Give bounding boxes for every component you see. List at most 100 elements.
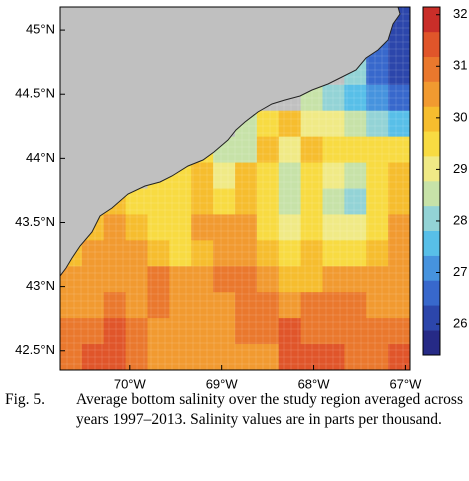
salinity-cell <box>366 84 389 112</box>
salinity-cell <box>235 162 258 189</box>
salinity-cell <box>147 214 170 241</box>
salinity-cell <box>191 344 214 370</box>
salinity-cell <box>388 32 410 60</box>
y-tick-label: 43°N <box>26 278 55 293</box>
salinity-cell <box>213 240 236 267</box>
colorbar-tick-label: 27 <box>453 264 467 279</box>
salinity-cell <box>322 240 345 267</box>
salinity-cell <box>278 318 302 345</box>
salinity-cell <box>322 84 345 112</box>
salinity-cell <box>125 344 148 370</box>
land <box>60 7 401 277</box>
salinity-cell <box>322 292 345 319</box>
salinity-cell <box>125 214 148 241</box>
salinity-cell <box>300 344 323 370</box>
colorbar-tick-label: 32 <box>453 6 467 21</box>
salinity-cell <box>235 188 258 215</box>
salinity-cell <box>103 266 127 293</box>
salinity-cell <box>256 292 280 319</box>
salinity-cell <box>344 84 367 112</box>
colorbar-band <box>423 81 440 107</box>
x-tick-label: 67°W <box>389 376 422 390</box>
salinity-cell <box>147 240 170 267</box>
salinity-cell <box>213 188 236 215</box>
y-tick-label: 45°N <box>26 22 55 37</box>
salinity-cell <box>388 214 410 241</box>
salinity-cell <box>388 58 410 86</box>
salinity-cell <box>278 240 302 267</box>
salinity-cell <box>169 240 192 267</box>
salinity-cell <box>169 214 192 241</box>
y-tick-label: 44°N <box>26 150 55 165</box>
salinity-cell <box>278 266 302 293</box>
salinity-cell <box>322 162 345 189</box>
salinity-cell <box>256 266 280 293</box>
salinity-cell <box>388 266 410 293</box>
y-tick-label: 42.5°N <box>15 342 55 357</box>
salinity-cell <box>300 110 323 138</box>
salinity-cell <box>235 344 258 370</box>
salinity-cell <box>125 318 148 345</box>
map-chart: 26 27 28 29 30 31 32 70°W 69°W 68°W 67°W 42.5°N 43°… <box>15 6 467 391</box>
salinity-cell <box>169 318 192 345</box>
salinity-cell <box>235 318 258 345</box>
salinity-cell <box>322 318 345 345</box>
salinity-cell <box>235 136 258 164</box>
salinity-cell <box>300 292 323 319</box>
salinity-cell <box>300 318 323 345</box>
colorbar-band <box>423 330 440 356</box>
salinity-cell <box>235 214 258 241</box>
salinity-cell <box>344 318 367 345</box>
salinity-cell <box>344 110 367 138</box>
salinity-cell <box>388 240 410 267</box>
salinity-cell <box>278 162 302 189</box>
colorbar-band <box>423 56 440 82</box>
salinity-cell <box>169 188 192 215</box>
salinity-cell <box>256 188 280 215</box>
salinity-cell <box>81 344 105 370</box>
salinity-cell <box>388 292 410 319</box>
salinity-cell <box>344 344 367 370</box>
salinity-cell <box>103 344 127 370</box>
salinity-cell <box>322 188 345 215</box>
salinity-cell <box>278 344 302 370</box>
salinity-cell <box>300 266 323 293</box>
salinity-cell <box>278 214 302 241</box>
salinity-cell <box>256 136 280 164</box>
salinity-cell <box>191 266 214 293</box>
colorbar-band <box>423 305 440 331</box>
salinity-cell <box>125 292 148 319</box>
salinity-cell <box>256 344 280 370</box>
salinity-cell <box>300 214 323 241</box>
salinity-cell <box>388 110 410 138</box>
salinity-cell <box>169 292 192 319</box>
salinity-cell <box>235 266 258 293</box>
colorbar-band <box>423 7 440 33</box>
caption-label: Fig. 5. <box>5 391 46 408</box>
salinity-cell <box>60 318 83 345</box>
salinity-cell <box>322 110 345 138</box>
salinity-cell <box>147 292 170 319</box>
salinity-cell <box>81 292 105 319</box>
colorbar-tick-label: 29 <box>453 161 467 176</box>
salinity-cell <box>300 240 323 267</box>
salinity-cell <box>256 318 280 345</box>
salinity-cell <box>213 162 236 189</box>
colorbar-tick-label: 31 <box>453 58 467 73</box>
salinity-cell <box>103 318 127 345</box>
salinity-cell <box>322 214 345 241</box>
salinity-cell <box>256 240 280 267</box>
salinity-cell <box>344 240 367 267</box>
salinity-cell <box>147 344 170 370</box>
salinity-cell <box>300 188 323 215</box>
x-tick-label: 70°W <box>114 376 147 390</box>
salinity-cell <box>366 318 389 345</box>
salinity-cell <box>344 188 367 215</box>
salinity-cell <box>366 188 389 215</box>
salinity-cell <box>278 188 302 215</box>
colorbar-tick-label: 28 <box>453 212 467 227</box>
salinity-cell <box>103 240 127 267</box>
salinity-cell <box>366 266 389 293</box>
salinity-cell <box>344 162 367 189</box>
